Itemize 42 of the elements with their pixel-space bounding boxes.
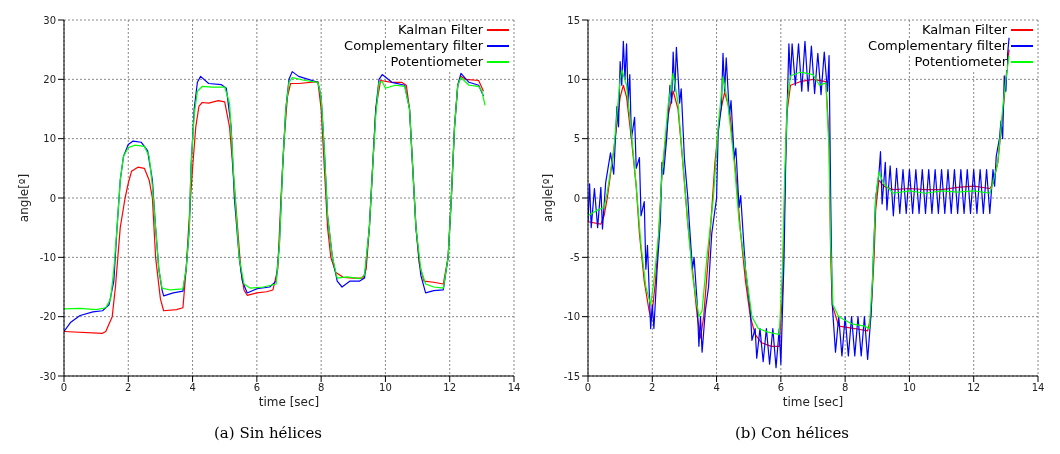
x-tick-label: 14 [1031, 382, 1045, 394]
y-tick-label: -30 [39, 370, 56, 382]
y-tick-label: 30 [43, 14, 56, 26]
x-tick-label: 12 [967, 382, 981, 394]
y-tick-label: 20 [43, 73, 56, 85]
x-tick-label: 6 [253, 382, 261, 394]
x-tick-label: 4 [189, 382, 196, 394]
legend-label: Complementary filter [868, 38, 1007, 54]
x-tick-label: 10 [379, 382, 392, 394]
legend-label: Complementary filter [344, 38, 483, 54]
y-tick-label: 10 [567, 73, 580, 85]
y-axis-title: angle[º] [541, 173, 556, 223]
x-axis-title: time [sec] [782, 395, 844, 409]
x-tick-label: 14 [507, 382, 521, 394]
y-axis-title: angle[º] [17, 173, 32, 223]
legend-label: Potentiometer [914, 54, 1007, 70]
y-tick-label: -20 [39, 311, 56, 323]
y-tick-label: 0 [573, 192, 580, 204]
x-tick-label: 0 [60, 382, 68, 394]
y-tick-label: 5 [573, 133, 580, 145]
text: (a) Sin hélices [213, 424, 323, 442]
x-tick-label: 8 [317, 382, 325, 394]
legend-label: Potentiometer [390, 54, 483, 70]
y-tick-label: -15 [563, 370, 580, 382]
y-tick-label: 0 [49, 192, 56, 204]
legend-label: Kalman Filter [921, 22, 1007, 38]
y-tick-label: -10 [563, 311, 580, 323]
x-tick-label: 10 [903, 382, 916, 394]
y-tick-label: -5 [570, 251, 580, 263]
x-tick-label: 4 [713, 382, 720, 394]
y-tick-label: -10 [39, 251, 56, 263]
y-tick-label: 15 [567, 14, 580, 26]
x-tick-label: 6 [777, 382, 785, 394]
y-tick-label: 10 [43, 133, 56, 145]
x-tick-label: 2 [125, 382, 132, 394]
x-tick-label: 2 [649, 382, 656, 394]
x-tick-label: 8 [841, 382, 849, 394]
text: (b) Con hélices [733, 424, 851, 442]
x-axis-title: time [sec] [258, 395, 320, 409]
legend-label: Kalman Filter [397, 22, 483, 38]
x-tick-label: 0 [584, 382, 592, 394]
x-tick-label: 12 [443, 382, 457, 394]
